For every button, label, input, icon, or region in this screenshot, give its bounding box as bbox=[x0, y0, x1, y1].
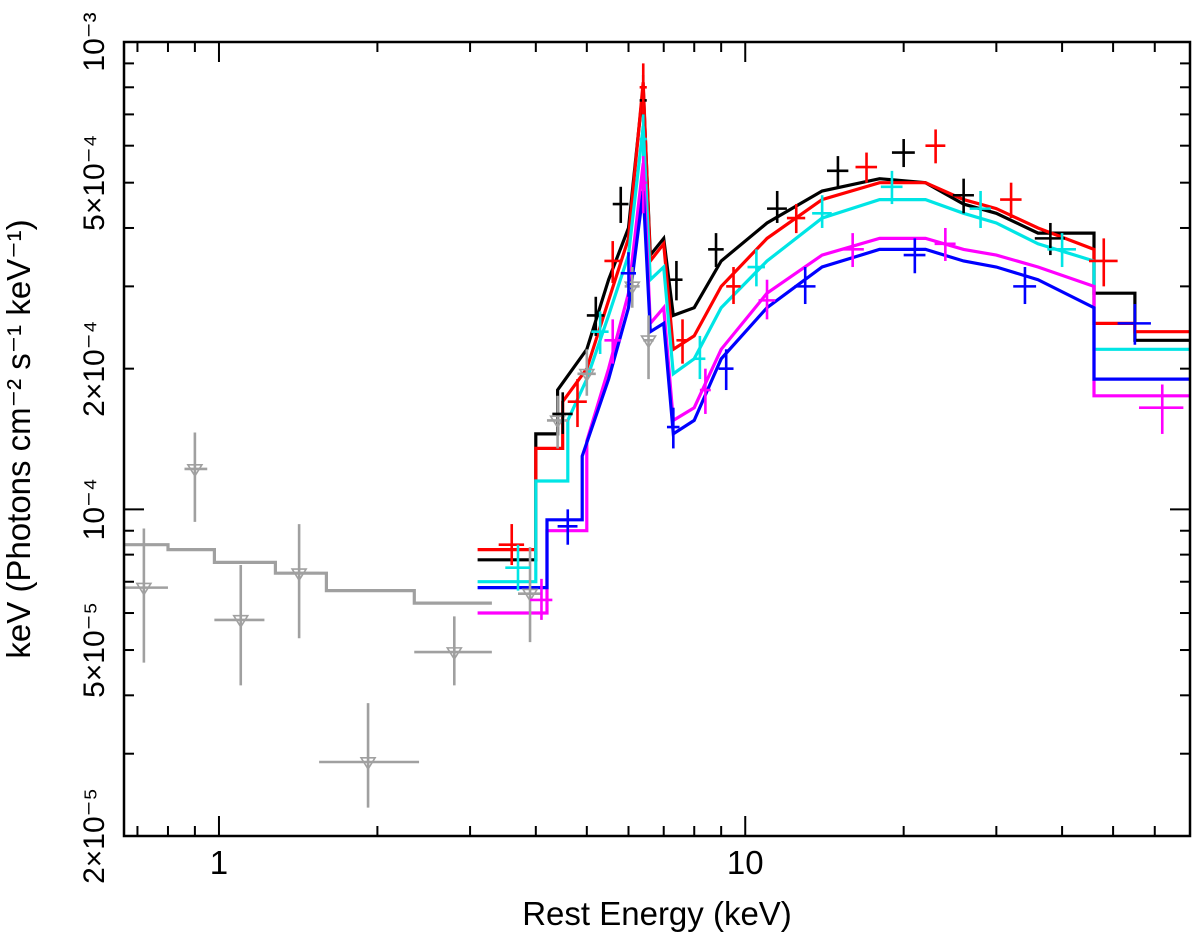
data-point bbox=[591, 311, 609, 354]
data-point bbox=[604, 241, 621, 284]
data-point bbox=[747, 249, 765, 287]
data-point bbox=[666, 407, 680, 449]
x-axis-label: Rest Energy (keV) bbox=[522, 895, 792, 932]
data-point bbox=[855, 152, 878, 183]
data-point bbox=[708, 233, 724, 268]
triangle-marker bbox=[640, 335, 657, 349]
data-point bbox=[577, 349, 596, 396]
data-point bbox=[1013, 267, 1037, 305]
triangle-marker bbox=[359, 756, 377, 771]
data-point bbox=[1000, 182, 1022, 219]
data-point bbox=[639, 63, 647, 115]
model-line-black bbox=[477, 87, 1190, 562]
y-tick-label: 2×10⁻⁴ bbox=[78, 321, 111, 417]
data-point bbox=[840, 233, 864, 268]
model-line-soft-xray-grey- bbox=[124, 543, 492, 605]
data-point bbox=[969, 190, 991, 228]
tick-labels: 1 10 2×10⁻⁵ 5×10⁻⁵ 10⁻⁴ 2×10⁻⁴ 5×10⁻⁴ 10⁻³ bbox=[78, 12, 764, 884]
data-point bbox=[518, 547, 542, 643]
data-point bbox=[278, 524, 320, 639]
data-point bbox=[694, 335, 706, 380]
model-line-cyan bbox=[477, 126, 1190, 584]
data-point bbox=[552, 392, 573, 434]
model-lines bbox=[124, 82, 1190, 615]
data-point bbox=[758, 279, 776, 320]
data-point bbox=[794, 267, 816, 305]
plot-background bbox=[124, 42, 1190, 836]
x-tick-label: 10 bbox=[727, 844, 764, 881]
data-point bbox=[567, 379, 587, 428]
triangle-marker bbox=[549, 415, 567, 429]
y-tick-label: 5×10⁻⁵ bbox=[78, 602, 111, 698]
model-line-blue bbox=[477, 190, 1190, 590]
data-point bbox=[640, 315, 657, 380]
y-tick-label: 2×10⁻⁵ bbox=[78, 788, 111, 884]
data-point bbox=[498, 524, 525, 566]
y-tick-label: 5×10⁻⁴ bbox=[78, 135, 111, 231]
data-point bbox=[546, 395, 568, 449]
data-point bbox=[505, 544, 531, 591]
data-point bbox=[699, 368, 711, 414]
data-point bbox=[925, 129, 946, 164]
data-point bbox=[557, 509, 578, 545]
data-point bbox=[1117, 304, 1151, 345]
data-point bbox=[1138, 384, 1184, 434]
axis-ticks bbox=[124, 41, 1191, 837]
model-line-red bbox=[477, 82, 1190, 552]
data-points bbox=[124, 63, 1184, 808]
data-point bbox=[319, 703, 420, 808]
triangle-marker bbox=[290, 568, 308, 582]
triangle-marker bbox=[521, 588, 539, 603]
plot-area bbox=[122, 40, 1192, 838]
x-tick-label: 1 bbox=[210, 844, 228, 881]
data-point bbox=[880, 170, 903, 205]
data-point bbox=[934, 227, 956, 261]
data-point bbox=[586, 296, 605, 336]
data-point bbox=[414, 616, 492, 686]
data-point bbox=[786, 204, 806, 234]
data-point bbox=[891, 139, 915, 168]
data-point bbox=[952, 178, 974, 214]
data-point bbox=[124, 528, 168, 663]
data-point bbox=[620, 252, 636, 297]
triangle-marker bbox=[135, 582, 153, 597]
data-point bbox=[726, 267, 741, 305]
triangle-marker bbox=[186, 463, 204, 478]
data-point bbox=[676, 319, 689, 364]
data-point bbox=[639, 156, 647, 214]
triangle-marker bbox=[578, 368, 596, 383]
data-point bbox=[530, 578, 553, 620]
data-point bbox=[718, 349, 734, 391]
data-point bbox=[214, 565, 265, 686]
data-point bbox=[670, 260, 683, 301]
model-line-magenta bbox=[477, 163, 1190, 615]
data-point bbox=[604, 319, 621, 364]
data-point bbox=[812, 195, 832, 228]
y-axis-label: keV (Photons cm⁻² s⁻¹ keV⁻¹) bbox=[0, 219, 37, 658]
data-point bbox=[612, 186, 629, 223]
data-point bbox=[1089, 238, 1118, 287]
y-tick-label: 10⁻⁴ bbox=[78, 478, 111, 540]
data-point bbox=[184, 432, 208, 522]
triangle-marker bbox=[445, 647, 463, 661]
data-point bbox=[1047, 233, 1076, 268]
data-point bbox=[767, 190, 787, 223]
data-point bbox=[903, 238, 926, 274]
triangle-marker bbox=[232, 614, 250, 629]
data-point bbox=[826, 156, 849, 187]
plot-frame bbox=[122, 40, 1192, 838]
y-tick-label: 10⁻³ bbox=[78, 12, 111, 71]
